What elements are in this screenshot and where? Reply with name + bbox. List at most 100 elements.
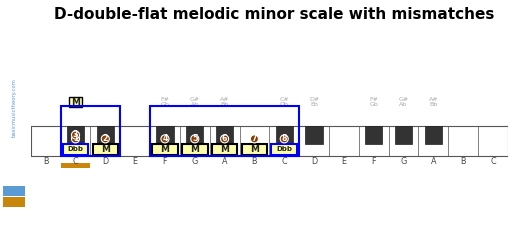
Circle shape: [221, 135, 229, 143]
Bar: [240, 126, 269, 156]
Bar: [31, 126, 508, 156]
Bar: [365, 126, 382, 144]
Text: M: M: [71, 98, 80, 107]
Bar: [329, 126, 359, 156]
Bar: [61, 126, 90, 156]
Text: 7: 7: [252, 134, 257, 143]
Bar: [275, 126, 293, 144]
Text: M: M: [161, 145, 169, 154]
Bar: [425, 126, 442, 144]
Circle shape: [250, 135, 259, 143]
Text: Dbb: Dbb: [68, 146, 84, 153]
Bar: [269, 126, 299, 156]
Text: C: C: [73, 157, 78, 166]
Bar: [67, 126, 84, 144]
Text: E: E: [341, 157, 346, 166]
Text: Bb: Bb: [221, 102, 229, 107]
Text: Gb: Gb: [369, 102, 378, 107]
Text: 2: 2: [103, 134, 108, 143]
Text: A#: A#: [220, 97, 229, 102]
Bar: [478, 126, 508, 156]
Text: A#: A#: [428, 97, 438, 102]
Circle shape: [71, 135, 80, 143]
Bar: [96, 126, 114, 144]
Text: G#: G#: [190, 97, 200, 102]
Text: Gb: Gb: [161, 102, 169, 107]
Bar: [242, 144, 267, 155]
Bar: [359, 126, 389, 156]
Text: E: E: [133, 157, 137, 166]
Text: 1: 1: [73, 134, 78, 143]
Bar: [31, 126, 61, 156]
Text: G#: G#: [399, 97, 408, 102]
Text: M: M: [250, 145, 259, 154]
Bar: [448, 126, 478, 156]
Bar: [3, 186, 26, 196]
Text: C: C: [490, 157, 496, 166]
Text: D#: D#: [309, 97, 319, 102]
Text: 8: 8: [282, 134, 287, 143]
Circle shape: [191, 135, 199, 143]
Text: C#: C#: [280, 97, 289, 102]
Bar: [299, 126, 329, 156]
Text: A: A: [430, 157, 436, 166]
Text: 4: 4: [162, 134, 168, 143]
Bar: [63, 144, 88, 155]
Bar: [92, 144, 118, 155]
Bar: [61, 106, 120, 156]
Text: A: A: [222, 157, 227, 166]
Bar: [419, 126, 448, 156]
Text: Dbb: Dbb: [276, 146, 292, 153]
Circle shape: [71, 131, 80, 139]
Text: D-double-flat melodic minor scale with mismatches: D-double-flat melodic minor scale with m…: [54, 7, 495, 22]
Bar: [61, 163, 90, 168]
Text: Bb: Bb: [429, 102, 438, 107]
Text: D: D: [311, 157, 317, 166]
Text: M: M: [190, 145, 199, 154]
Text: C: C: [282, 157, 287, 166]
Bar: [120, 126, 150, 156]
Text: G: G: [400, 157, 407, 166]
Text: D: D: [102, 157, 108, 166]
Text: Db: Db: [71, 102, 80, 107]
Text: F: F: [163, 157, 167, 166]
Text: B: B: [43, 157, 48, 166]
Bar: [395, 126, 412, 144]
Bar: [182, 144, 208, 155]
Text: F#: F#: [369, 97, 378, 102]
Bar: [3, 197, 26, 207]
Bar: [156, 126, 173, 144]
Bar: [150, 106, 299, 156]
Text: M: M: [220, 145, 229, 154]
Text: M: M: [101, 145, 110, 154]
Text: 5: 5: [192, 134, 198, 143]
Text: C#: C#: [71, 97, 81, 102]
Circle shape: [280, 135, 288, 143]
Text: basicmusictheory.com: basicmusictheory.com: [12, 79, 16, 137]
Text: Ab: Ab: [191, 102, 199, 107]
Bar: [180, 126, 210, 156]
Bar: [389, 126, 419, 156]
Bar: [212, 144, 238, 155]
Bar: [150, 126, 180, 156]
Bar: [69, 97, 82, 107]
Bar: [90, 126, 120, 156]
Text: Db: Db: [280, 102, 289, 107]
Text: F: F: [371, 157, 376, 166]
Text: 6: 6: [222, 134, 227, 143]
Text: 3: 3: [73, 130, 78, 140]
Bar: [271, 144, 297, 155]
Circle shape: [101, 135, 109, 143]
Text: B: B: [252, 157, 257, 166]
Bar: [186, 126, 204, 144]
Text: F#: F#: [161, 97, 169, 102]
Bar: [216, 126, 233, 144]
Text: Ab: Ab: [400, 102, 408, 107]
Bar: [210, 126, 240, 156]
Bar: [152, 144, 178, 155]
Circle shape: [161, 135, 169, 143]
Text: G: G: [192, 157, 198, 166]
Text: B: B: [460, 157, 466, 166]
Text: Eb: Eb: [310, 102, 318, 107]
Bar: [305, 126, 323, 144]
